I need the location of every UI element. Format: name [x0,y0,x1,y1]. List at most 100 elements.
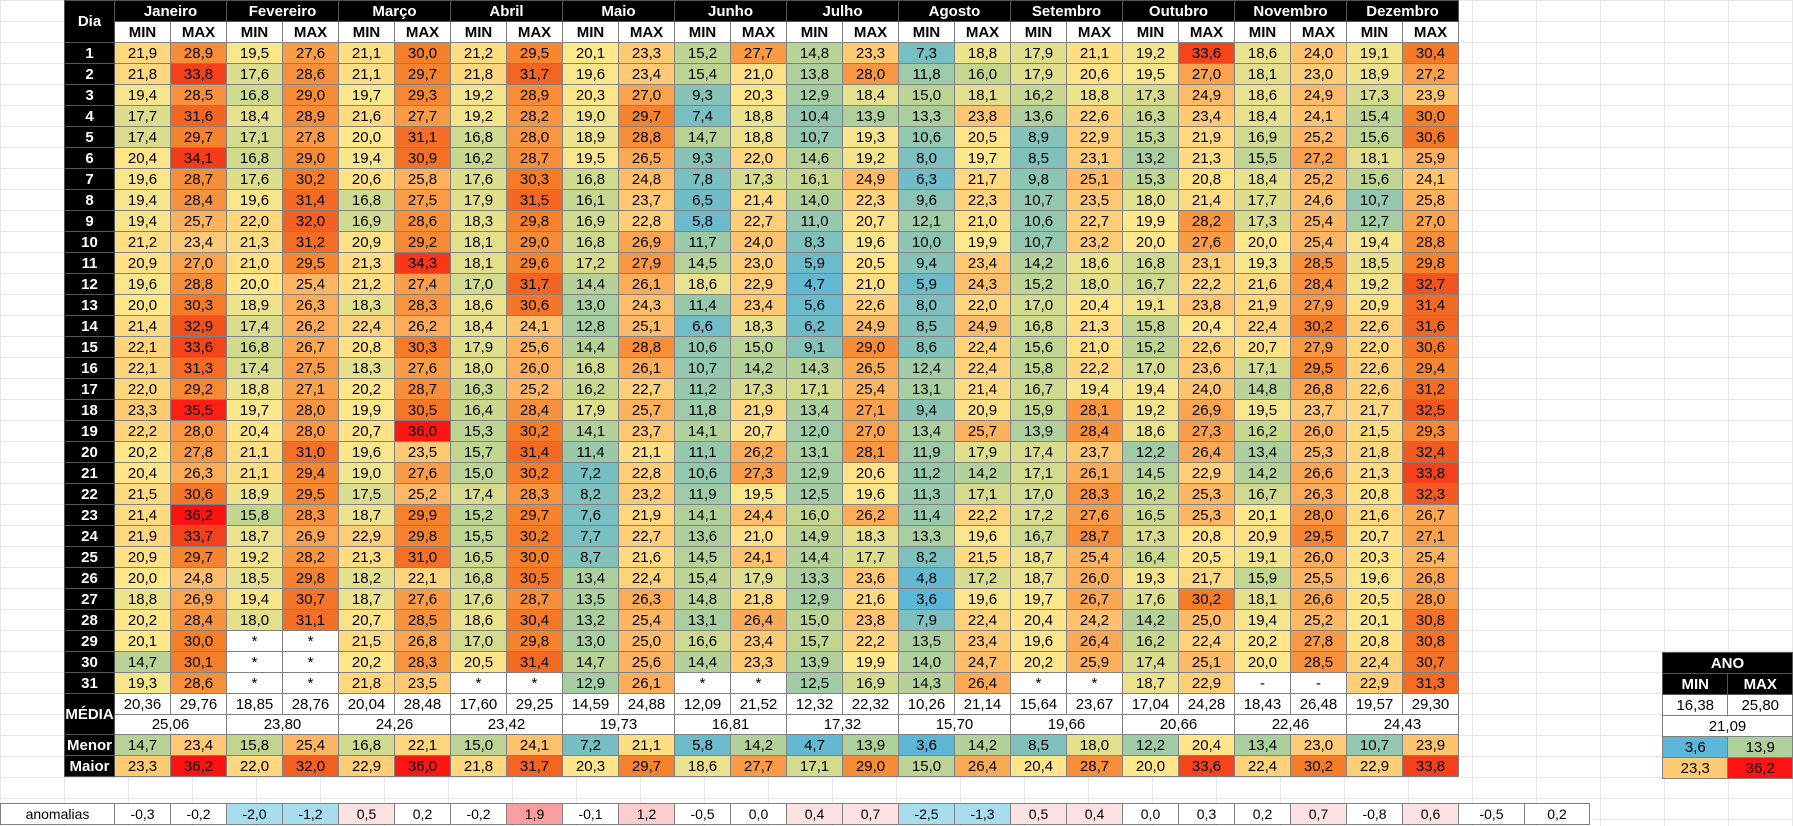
temperature-cell[interactable]: 27,8 [282,126,339,148]
temperature-cell[interactable]: 25,2 [1290,126,1347,148]
temperature-cell[interactable]: 17,9 [1010,42,1067,64]
temperature-cell[interactable]: 18,4 [226,105,283,127]
temperature-cell[interactable]: 18,6 [674,273,731,295]
temperature-cell[interactable]: 31,2 [282,231,339,253]
temperature-cell[interactable]: 22,9 [1178,462,1235,484]
monthly-lowest-cell[interactable]: 12,2 [1122,734,1179,756]
temperature-cell[interactable]: 11,9 [898,441,955,463]
temperature-cell[interactable]: 20,7 [1346,525,1403,547]
temperature-cell[interactable]: 26,8 [1290,378,1347,400]
temperature-cell[interactable]: 20,4 [1010,609,1067,631]
temperature-cell[interactable]: 20,6 [1066,63,1123,85]
temperature-cell[interactable]: 22,8 [618,210,675,232]
temperature-cell[interactable]: 17,3 [1346,84,1403,106]
temperature-cell[interactable]: 16,8 [562,168,619,190]
temperature-cell[interactable]: 27,0 [1402,210,1459,232]
temperature-cell[interactable]: 19,0 [562,105,619,127]
temperature-cell[interactable]: 20,2 [114,609,171,631]
temperature-cell[interactable]: 16,9 [842,672,899,694]
monthly-mean-cell[interactable]: 21,14 [954,693,1011,715]
monthly-mean-cell[interactable]: 10,26 [898,693,955,715]
temperature-cell[interactable]: 20,9 [338,231,395,253]
temperature-cell[interactable]: 22,7 [1066,210,1123,232]
temperature-cell[interactable]: 22,6 [1066,105,1123,127]
temperature-cell[interactable]: 11,0 [786,210,843,232]
temperature-cell[interactable]: 26,9 [170,588,227,610]
temperature-cell[interactable]: 18,8 [114,588,171,610]
temperature-cell[interactable]: 3,6 [898,588,955,610]
temperature-cell[interactable]: 13,1 [898,378,955,400]
temperature-cell[interactable]: 23,0 [1290,63,1347,85]
temperature-cell[interactable]: 16,1 [786,168,843,190]
temperature-cell[interactable]: 24,1 [730,546,787,568]
temperature-cell[interactable]: 26,8 [394,630,451,652]
temperature-cell[interactable]: 18,7 [1010,546,1067,568]
monthly-lowest-cell[interactable]: 3,6 [898,734,955,756]
temperature-cell[interactable]: 26,5 [618,147,675,169]
temperature-cell[interactable]: 29,5 [1290,525,1347,547]
temperature-cell[interactable]: 24,3 [618,294,675,316]
temperature-cell[interactable]: 22,4 [618,567,675,589]
temperature-cell[interactable]: 20,0 [1234,651,1291,673]
temperature-cell[interactable]: 28,4 [170,609,227,631]
monthly-lowest-cell[interactable]: 23,0 [1290,734,1347,756]
temperature-cell[interactable]: 21,7 [1346,399,1403,421]
temperature-cell[interactable]: 11,2 [898,462,955,484]
anomaly-cell[interactable]: -0,5 [674,803,731,825]
anomaly-cell[interactable]: -0,2 [170,803,227,825]
temperature-cell[interactable]: 23,5 [394,672,451,694]
temperature-cell[interactable]: 18,8 [954,42,1011,64]
temperature-cell[interactable]: 26,0 [1290,546,1347,568]
temperature-cell[interactable]: 30,2 [1290,315,1347,337]
temperature-cell[interactable]: 13,9 [1010,420,1067,442]
temperature-cell[interactable]: 17,2 [954,567,1011,589]
temperature-cell[interactable]: 17,0 [450,630,507,652]
monthly-lowest-cell[interactable]: 23,9 [1402,734,1459,756]
temperature-cell[interactable]: 17,1 [1010,462,1067,484]
temperature-cell[interactable]: 28,5 [1290,651,1347,673]
temperature-cell[interactable]: 22,9 [1178,672,1235,694]
temperature-cell[interactable]: 29,5 [1290,357,1347,379]
temperature-cell[interactable]: 18,9 [1346,63,1403,85]
temperature-cell[interactable]: 21,8 [338,672,395,694]
monthly-mean-cell[interactable]: 29,25 [506,693,563,715]
temperature-cell[interactable]: 26,0 [1290,420,1347,442]
temperature-cell[interactable]: 28,4 [1290,273,1347,295]
temperature-cell[interactable]: 4,7 [786,273,843,295]
monthly-mean-cell[interactable]: 22,32 [842,693,899,715]
temperature-cell[interactable]: 26,1 [618,357,675,379]
year-mean-avg[interactable]: 21,09 [1662,715,1793,737]
temperature-cell[interactable]: 27,6 [282,42,339,64]
temperature-cell[interactable]: 13,4 [786,399,843,421]
temperature-cell[interactable]: 22,2 [114,420,171,442]
temperature-cell[interactable]: 19,5 [226,42,283,64]
temperature-cell[interactable]: 29,8 [394,525,451,547]
anomaly-cell[interactable]: -0,1 [562,803,619,825]
temperature-cell[interactable]: 30,0 [506,546,563,568]
temperature-cell[interactable]: 21,0 [954,210,1011,232]
temperature-cell[interactable]: 16,7 [1010,378,1067,400]
temperature-cell[interactable]: 22,0 [1346,336,1403,358]
temperature-cell[interactable]: 19,5 [730,483,787,505]
temperature-cell[interactable]: 10,7 [1010,231,1067,253]
temperature-cell[interactable]: 8,3 [786,231,843,253]
temperature-cell[interactable]: 13,5 [562,588,619,610]
temperature-cell[interactable]: 15,4 [1346,105,1403,127]
temperature-cell[interactable]: 15,0 [730,336,787,358]
temperature-cell[interactable]: 27,2 [1290,147,1347,169]
anomaly-cell[interactable]: 1,9 [506,803,563,825]
monthly-highest-cell[interactable]: 21,8 [450,755,507,777]
temperature-cell[interactable]: 12,8 [562,315,619,337]
temperature-cell[interactable]: 20,7 [842,210,899,232]
anomaly-cell[interactable]: -0,3 [114,803,171,825]
temperature-cell[interactable]: 17,3 [730,168,787,190]
temperature-cell[interactable]: 21,1 [226,441,283,463]
temperature-cell[interactable]: * [282,630,339,652]
temperature-cell[interactable]: 27,6 [394,357,451,379]
temperature-cell[interactable]: 32,7 [1402,273,1459,295]
monthly-mean-cell[interactable]: 14,59 [562,693,619,715]
temperature-cell[interactable]: 21,6 [338,105,395,127]
temperature-cell[interactable]: 20,5 [954,126,1011,148]
temperature-cell[interactable]: 31,6 [1402,315,1459,337]
temperature-cell[interactable]: 22,2 [1066,357,1123,379]
